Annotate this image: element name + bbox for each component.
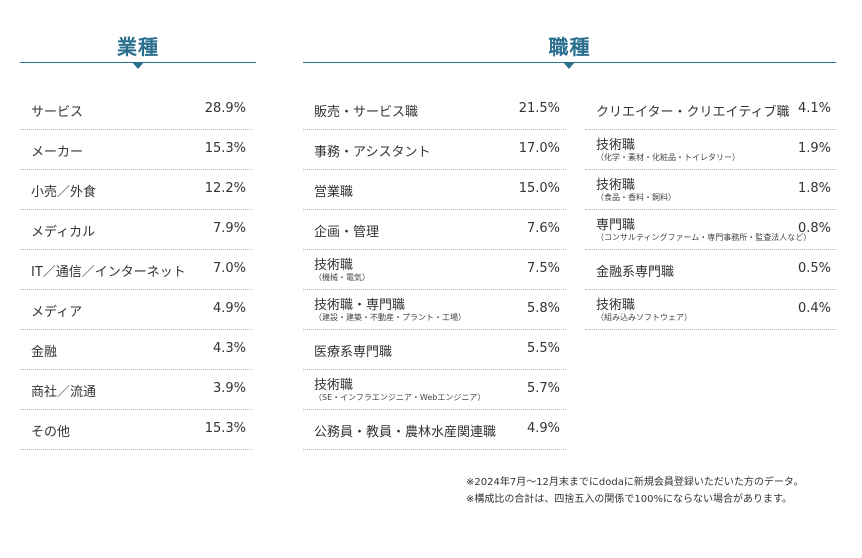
item-label: 技術職 [314,258,354,273]
item-value: 4.3% [212,341,246,356]
list-item: 技術職 （食品・香料・飼料） 1.8% [585,170,837,210]
footnote-period: ※2024年7月～12月末までにdodaに新規会員登録いただいた方のデータ。 [466,477,804,488]
list-item: 商社／流通 3.9% [20,370,252,410]
item-sublabel: （建設・建築・不動産・プラント・工場） [314,313,466,322]
footnotes: ※2024年7月～12月末までにdodaに新規会員登録いただいた方のデータ。 ※… [466,474,804,508]
item-label: その他 [31,425,71,440]
item-value: 7.0% [212,261,246,276]
item-value: 7.5% [526,261,560,276]
list-item: 金融 4.3% [20,330,252,370]
footnote-rounding: ※構成比の合計は、四捨五入の関係で100%にならない場合があります。 [466,494,792,505]
item-value: 7.9% [212,221,246,236]
occupation-heading: 職種 [548,35,591,59]
item-value: 12.2% [204,181,246,196]
item-label: 公務員・教員・農林水産関連職 [314,425,497,440]
item-label: 専門職 [596,218,636,233]
item-label: 販売・サービス職 [314,105,419,120]
item-label: 技術職・専門職 [314,298,406,313]
occupation-list-right: クリエイター・クリエイティブ職 4.1% 技術職 （化学・素材・化粧品・トイレタリー… [585,90,837,330]
occupation-heading-pointer [563,62,575,69]
item-value: 15.0% [518,181,560,196]
item-label: 小売／外食 [31,185,97,200]
list-item: クリエイター・クリエイティブ職 4.1% [585,90,837,130]
list-item: 技術職・専門職 （建設・建築・不動産・プラント・工場） 5.8% [303,290,566,330]
item-label: IT／通信／インターネット [31,265,186,280]
list-item: 技術職 （化学・素材・化粧品・トイレタリー） 1.9% [585,130,837,170]
item-label: 企画・管理 [314,225,380,240]
item-sublabel: （機械・電気） [314,273,370,282]
item-value: 5.8% [526,301,560,316]
list-item: サービス 28.9% [20,90,252,130]
item-label: クリエイター・クリエイティブ職 [596,105,790,120]
list-item: 技術職 （機械・電気） 7.5% [303,250,566,290]
item-value: 15.3% [204,421,246,436]
item-sublabel: （コンサルティングファーム・専門事務所・監査法人など） [596,233,812,242]
list-item: 事務・アシスタント 17.0% [303,130,566,170]
item-value: 0.5% [797,261,831,276]
item-label: メディカル [31,225,96,240]
item-sublabel: （食品・香料・飼料） [596,193,676,202]
industry-list: サービス 28.9% メーカー 15.3% 小売／外食 12.2% メディカル 7.9%… [20,90,252,450]
list-item: 専門職 （コンサルティングファーム・専門事務所・監査法人など） 0.8% [585,210,837,250]
list-item: 企画・管理 7.6% [303,210,566,250]
industry-heading-pointer [132,62,144,69]
item-value: 4.9% [526,421,560,436]
item-value: 5.7% [526,381,560,396]
item-value: 0.4% [797,301,831,316]
list-item: 技術職 （SE・インフラエンジニア・Webエンジニア） 5.7% [303,370,566,410]
list-item: 販売・サービス職 21.5% [303,90,566,130]
list-item: その他 15.3% [20,410,252,450]
item-label: 商社／流通 [31,385,97,400]
item-label: 医療系専門職 [314,345,393,360]
list-item: 小売／外食 12.2% [20,170,252,210]
item-value: 15.3% [204,141,246,156]
list-item: メディア 4.9% [20,290,252,330]
item-label: 技術職 [314,378,354,393]
item-value: 4.9% [212,301,246,316]
item-label: 金融 [31,345,58,360]
item-label: サービス [31,105,84,120]
item-label: 技術職 [596,298,636,313]
item-sublabel: （組み込みソフトウェア） [596,313,692,322]
list-item: IT／通信／インターネット 7.0% [20,250,252,290]
item-label: メディア [31,305,83,320]
list-item: 医療系専門職 5.5% [303,330,566,370]
item-label: 事務・アシスタント [314,145,431,160]
occupation-list-left: 販売・サービス職 21.5% 事務・アシスタント 17.0% 営業職 15.0% 企画… [303,90,566,450]
item-label: 営業職 [314,185,354,200]
list-item: 営業職 15.0% [303,170,566,210]
item-sublabel: （SE・インフラエンジニア・Webエンジニア） [314,393,486,402]
item-value: 0.8% [797,221,831,236]
item-sublabel: （化学・素材・化粧品・トイレタリー） [596,153,740,162]
item-value: 5.5% [526,341,560,356]
item-value: 3.9% [212,381,246,396]
item-value: 17.0% [518,141,560,156]
item-value: 7.6% [526,221,560,236]
item-value: 1.8% [797,181,831,196]
list-item: 技術職 （組み込みソフトウェア） 0.4% [585,290,837,330]
item-value: 28.9% [204,101,246,116]
item-value: 4.1% [797,101,831,116]
industry-heading: 業種 [117,35,159,59]
item-value: 21.5% [518,101,560,116]
item-label: 金融系専門職 [596,265,675,280]
list-item: メディカル 7.9% [20,210,252,250]
list-item: 公務員・教員・農林水産関連職 4.9% [303,410,566,450]
item-value: 1.9% [797,141,831,156]
list-item: メーカー 15.3% [20,130,252,170]
list-item: 金融系専門職 0.5% [585,250,837,290]
item-label: メーカー [31,145,84,160]
item-label: 技術職 [596,138,636,153]
item-label: 技術職 [596,178,636,193]
